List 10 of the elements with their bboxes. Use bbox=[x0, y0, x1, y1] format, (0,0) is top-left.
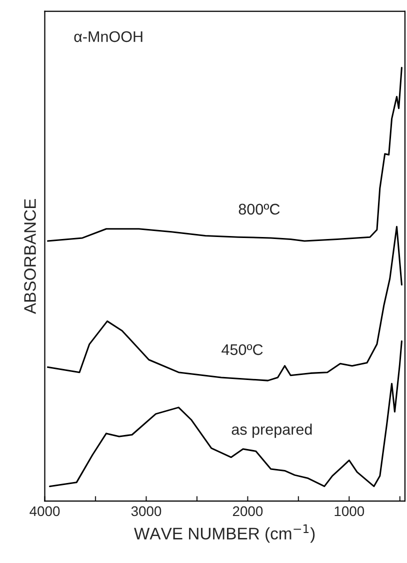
x-tick-label: 1000 bbox=[334, 506, 364, 516]
x-tick-label: 2000 bbox=[232, 506, 263, 516]
x-tick-label: 3000 bbox=[131, 506, 162, 516]
series-label: as prepared bbox=[232, 424, 312, 438]
x-tick-label: 4000 bbox=[30, 506, 60, 516]
x-axis-title: WAVE NUMBER (cm$^{−1}$) bbox=[134, 524, 315, 543]
y-axis-title: ABSORBANCE bbox=[24, 198, 36, 314]
series-label: 450ºC bbox=[222, 344, 263, 356]
series-label: 800ºC bbox=[238, 204, 280, 215]
text: α-MnOOH bbox=[74, 31, 142, 42]
